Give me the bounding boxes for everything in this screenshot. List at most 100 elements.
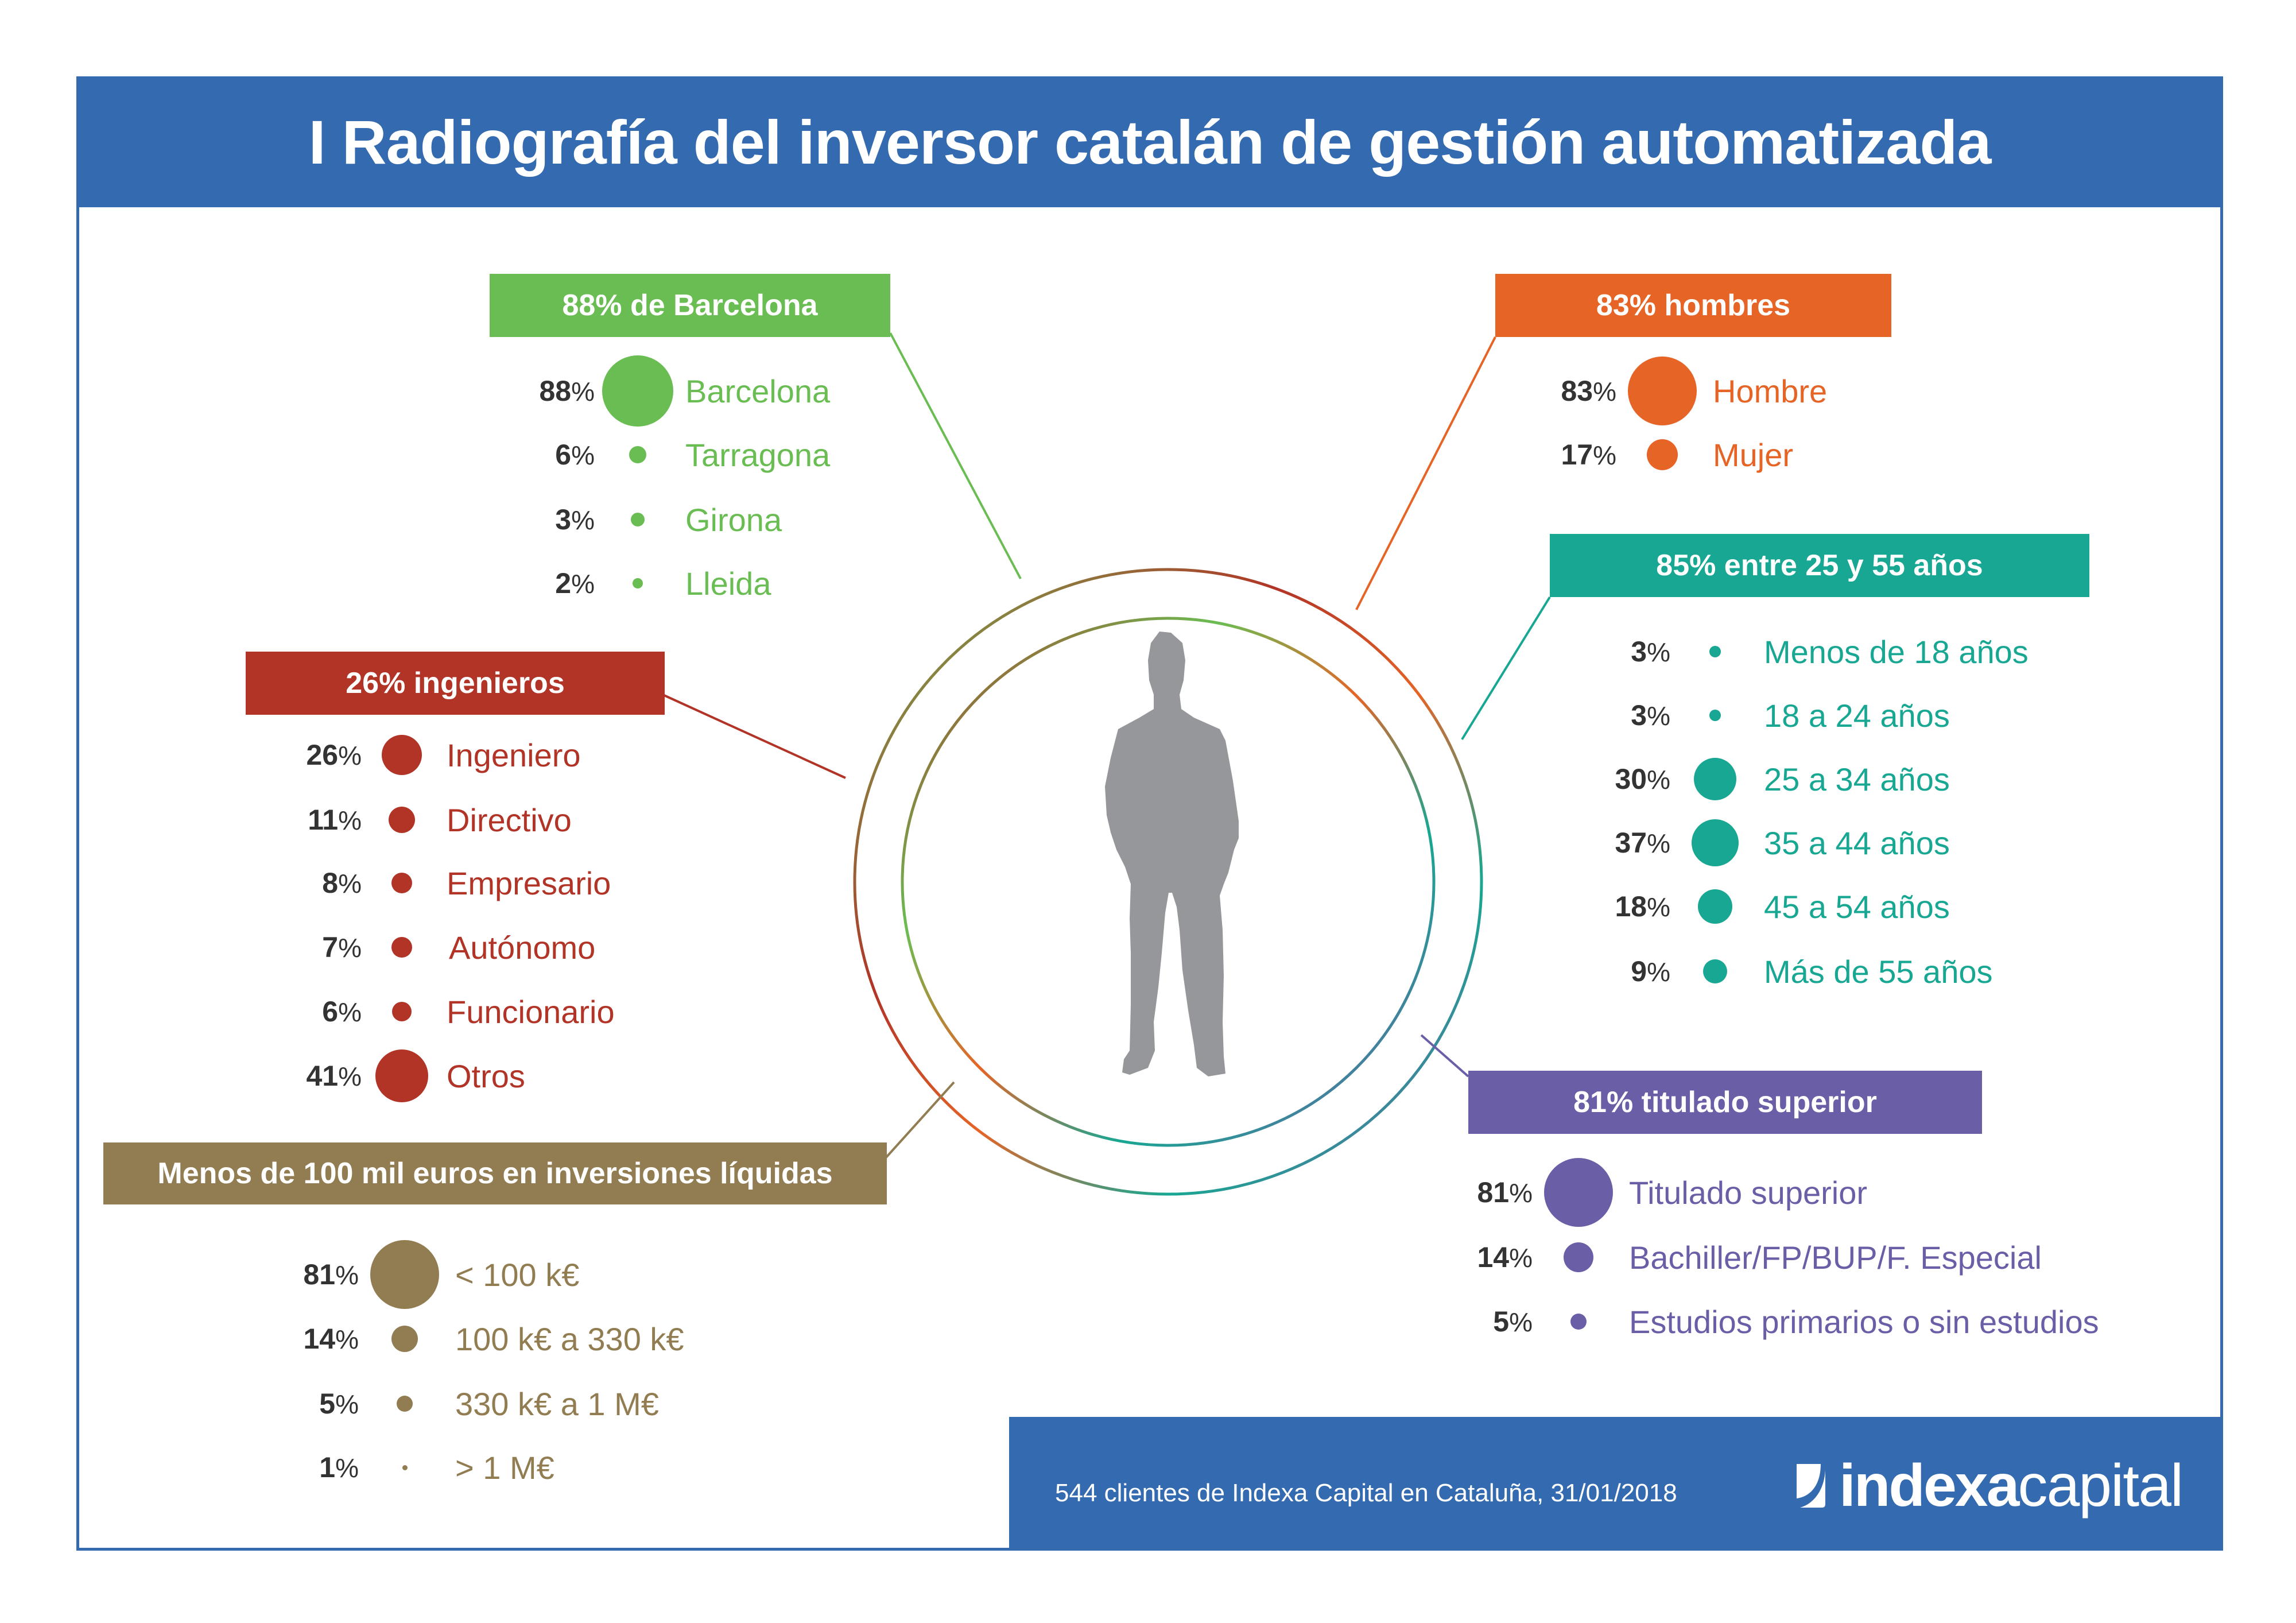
footer-bar: 544 clientes de Indexa Capital en Catalu… xyxy=(1009,1417,2223,1551)
bubble-icon xyxy=(1691,819,1739,866)
list-item: 6% Funcionario xyxy=(253,983,615,1040)
bubble-icon xyxy=(391,873,412,893)
item-label: Más de 55 años xyxy=(1764,953,1993,990)
item-label: Directivo xyxy=(447,801,572,838)
percent-value: 26% xyxy=(306,739,362,771)
location-title: 88% de Barcelona xyxy=(562,289,818,322)
bubble-icon xyxy=(382,735,422,775)
list-item: 9% Más de 55 años xyxy=(1561,943,1992,1000)
bubble-icon xyxy=(397,1396,413,1412)
percent-value: 37% xyxy=(1615,827,1670,859)
percent-value: 2% xyxy=(555,567,595,599)
percent-value: 6% xyxy=(322,996,362,1028)
percent-value: 17% xyxy=(1561,439,1616,471)
item-label: Autónomo xyxy=(449,929,596,966)
connector-age xyxy=(1461,596,1551,741)
item-label: < 100 k€ xyxy=(455,1256,580,1293)
bubble-icon xyxy=(391,1326,418,1352)
bubble-icon xyxy=(389,807,415,833)
item-label: Hombre xyxy=(1713,373,1828,409)
percent-value: 7% xyxy=(322,931,362,963)
person-silhouette-icon xyxy=(1105,632,1239,1076)
connector-profession xyxy=(658,692,846,779)
list-item: 5% Estudios primarios o sin estudios xyxy=(1446,1293,2099,1350)
percent-value: 88% xyxy=(539,375,595,407)
list-item: 30% 25 a 34 años xyxy=(1561,750,1950,808)
bubble-icon xyxy=(370,1240,439,1309)
connector-wealth xyxy=(884,1081,955,1160)
percent-value: 6% xyxy=(555,439,595,471)
age-header: 85% entre 25 y 55 años xyxy=(1550,534,2089,597)
bubble-icon xyxy=(1628,357,1697,425)
item-label: 25 a 34 años xyxy=(1764,761,1950,797)
item-label: > 1 M€ xyxy=(455,1449,554,1486)
logo-text-bold: indexa xyxy=(1839,1452,2019,1519)
percent-value: 14% xyxy=(1477,1241,1533,1273)
bubble-icon xyxy=(1693,758,1736,800)
bubble-icon xyxy=(1647,439,1678,470)
wealth-title: Menos de 100 mil euros en inversiones lí… xyxy=(157,1157,833,1190)
connector-education xyxy=(1420,1034,1469,1078)
bubble-icon xyxy=(392,1002,412,1021)
item-label: 100 k€ a 330 k€ xyxy=(455,1320,684,1357)
list-item: 11% Directivo xyxy=(253,791,572,849)
list-item: 37% 35 a 44 años xyxy=(1561,814,1950,871)
bubble-icon xyxy=(1544,1158,1613,1227)
list-item: 7% Autónomo xyxy=(253,919,595,976)
item-label: Funcionario xyxy=(447,993,615,1030)
indexa-capital-logo: indexa capital xyxy=(1795,1452,2183,1519)
item-label: 18 a 24 años xyxy=(1764,697,1950,734)
bubble-icon xyxy=(1570,1314,1587,1330)
list-item: 81% < 100 k€ xyxy=(253,1240,580,1309)
location-header: 88% de Barcelona xyxy=(490,274,890,337)
list-item: 3% Menos de 18 años xyxy=(1561,623,2029,680)
source-note: 544 clientes de Indexa Capital en Catalu… xyxy=(1055,1479,1677,1507)
list-item: 6% Tarragona xyxy=(494,426,830,483)
percent-value: 81% xyxy=(1477,1176,1533,1208)
bubble-icon xyxy=(633,578,643,588)
item-label: Tarragona xyxy=(685,436,831,473)
gender-title: 83% hombres xyxy=(1596,289,1791,322)
item-label: 330 k€ a 1 M€ xyxy=(455,1385,659,1422)
percent-value: 9% xyxy=(1631,955,1670,987)
item-label: Girona xyxy=(685,501,782,538)
item-label: Titulado superior xyxy=(1629,1174,1868,1211)
list-item: 41% Otros xyxy=(253,1047,525,1105)
item-label: Estudios primarios o sin estudios xyxy=(1629,1303,2099,1340)
inner-ring xyxy=(901,617,1436,1147)
percent-value: 30% xyxy=(1615,763,1670,795)
education-header: 81% titulado superior xyxy=(1468,1071,1982,1134)
bubble-icon xyxy=(375,1049,428,1102)
list-item: 5% 330 k€ a 1 M€ xyxy=(253,1375,659,1432)
list-item: 26% Ingeniero xyxy=(253,726,581,784)
item-label: Barcelona xyxy=(685,373,831,409)
item-label: Bachiller/FP/BUP/F. Especial xyxy=(1629,1239,2042,1276)
percent-value: 18% xyxy=(1615,890,1670,923)
percent-value: 5% xyxy=(1493,1306,1533,1338)
outer-ring xyxy=(853,568,1483,1196)
bubble-icon xyxy=(629,446,646,463)
logo-text-light: capital xyxy=(2018,1452,2183,1519)
item-label: Lleida xyxy=(685,565,771,602)
list-item: 2% Lleida xyxy=(494,555,771,612)
page-title: I Radiografía del inversor catalán de ge… xyxy=(308,107,1992,177)
list-item: 1% > 1 M€ xyxy=(253,1439,554,1496)
item-label: Mujer xyxy=(1713,436,1794,473)
percent-value: 41% xyxy=(306,1060,362,1092)
list-item: 81% Titulado superior xyxy=(1446,1158,1868,1227)
percent-value: 1% xyxy=(319,1451,359,1483)
age-title: 85% entre 25 y 55 años xyxy=(1656,549,1983,582)
bubble-icon xyxy=(402,1465,408,1470)
percent-value: 3% xyxy=(555,503,595,536)
list-item: 14% 100 k€ a 330 k€ xyxy=(253,1310,684,1368)
percent-value: 11% xyxy=(308,804,362,836)
connector-location xyxy=(889,332,1022,579)
bubble-icon xyxy=(391,937,412,958)
profession-title: 26% ingenieros xyxy=(346,667,565,700)
connector-gender xyxy=(1355,336,1496,610)
item-label: Otros xyxy=(447,1058,525,1094)
percent-value: 14% xyxy=(303,1323,359,1355)
bubble-icon xyxy=(1702,959,1727,983)
percent-value: 3% xyxy=(1631,699,1670,731)
